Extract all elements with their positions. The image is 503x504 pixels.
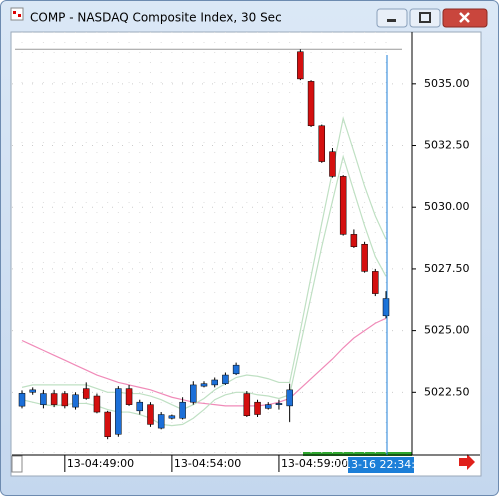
maximize-button[interactable] bbox=[409, 8, 441, 28]
y-tick-label: 5025.00 bbox=[424, 324, 470, 337]
candle-body bbox=[318, 125, 326, 162]
y-tick-label: 5030.00 bbox=[424, 200, 470, 213]
candle-body bbox=[93, 395, 101, 413]
indicator-line bbox=[21, 154, 387, 427]
candle-body bbox=[222, 374, 229, 384]
candle-body bbox=[72, 394, 79, 408]
candle-body bbox=[243, 393, 251, 417]
candle-body bbox=[361, 243, 368, 272]
y-tick-label: 5035.00 bbox=[424, 77, 470, 90]
candle-body bbox=[190, 384, 197, 403]
candle-body bbox=[254, 401, 261, 415]
candle-body bbox=[157, 414, 165, 429]
candle-body bbox=[147, 404, 154, 425]
candle-body bbox=[200, 383, 208, 387]
scroll-right-arrow[interactable] bbox=[459, 454, 475, 470]
indicator-line bbox=[21, 317, 387, 407]
candle-body bbox=[18, 393, 26, 407]
candle-body bbox=[179, 401, 186, 419]
candle-body bbox=[82, 388, 90, 399]
indicator-line bbox=[21, 116, 387, 411]
candle-body bbox=[275, 403, 283, 405]
candle-body bbox=[115, 388, 122, 435]
candle-body bbox=[382, 298, 390, 317]
close-button[interactable] bbox=[442, 8, 488, 28]
minimize-button[interactable] bbox=[376, 8, 408, 28]
x-tick-label: 13-04:49:00 bbox=[67, 457, 134, 470]
candle-body bbox=[232, 364, 240, 375]
y-tick-label: 5022.50 bbox=[424, 385, 470, 398]
candle-body bbox=[297, 51, 304, 80]
app-icon bbox=[10, 7, 24, 21]
x-tick-label: 13-04:54:00 bbox=[174, 457, 241, 470]
x-tick-label: 13-04:59:00 bbox=[281, 457, 348, 470]
candle-body bbox=[125, 388, 133, 405]
candle-body bbox=[50, 393, 58, 405]
candle-body bbox=[350, 234, 358, 247]
cursor-label: 7-13-16 22:34:00 bbox=[333, 458, 429, 471]
candle-body bbox=[40, 393, 47, 405]
icon-dot bbox=[13, 11, 16, 14]
session-bar bbox=[303, 452, 412, 456]
candle-body bbox=[372, 271, 379, 294]
candle-body bbox=[29, 389, 36, 393]
window-title: COMP - NASDAQ Composite Index, 30 Sec bbox=[30, 11, 282, 25]
candle-body bbox=[104, 411, 111, 437]
plot: 5022.50 5025.00 5027.50 5030.00 5032.50 5035.… bbox=[12, 32, 480, 473]
candle-body bbox=[307, 81, 315, 127]
candle-body bbox=[61, 393, 69, 407]
candle-body bbox=[136, 401, 144, 412]
candle-body bbox=[329, 151, 336, 177]
cursor-label-box bbox=[348, 457, 414, 473]
candle-body bbox=[211, 379, 218, 386]
candle-body bbox=[286, 389, 293, 407]
candle-body bbox=[264, 404, 272, 409]
candle-body bbox=[168, 415, 176, 419]
y-tick-label: 5032.50 bbox=[424, 139, 470, 152]
candle-body bbox=[339, 176, 347, 235]
scroll-box[interactable] bbox=[11, 455, 23, 473]
y-tick-label: 5027.50 bbox=[424, 262, 470, 275]
icon-dot bbox=[18, 14, 21, 17]
